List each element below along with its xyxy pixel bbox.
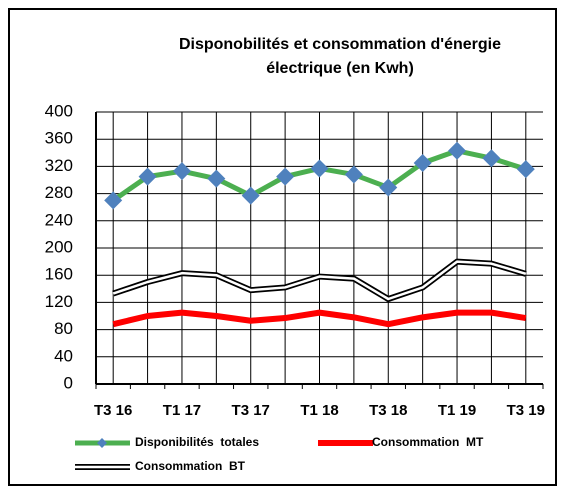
legend-label: Consommation BT bbox=[135, 459, 246, 473]
x-tick-label: T3 17 bbox=[232, 402, 270, 419]
x-tick-label: T1 17 bbox=[163, 402, 201, 419]
y-tick-label: 400 bbox=[45, 101, 73, 120]
marker bbox=[138, 167, 157, 186]
y-tick-label: 120 bbox=[45, 292, 73, 311]
y-tick-label: 0 bbox=[64, 373, 73, 392]
x-tick-label: T1 18 bbox=[300, 402, 338, 419]
chart-frame bbox=[8, 8, 557, 486]
chart-title: électrique (en Kwh) bbox=[266, 60, 414, 77]
marker bbox=[482, 149, 501, 168]
y-tick-label: 320 bbox=[45, 156, 73, 175]
marker bbox=[104, 191, 123, 210]
x-tick-label: T3 16 bbox=[94, 402, 132, 419]
x-tick-label: T3 19 bbox=[507, 402, 545, 419]
marker bbox=[379, 178, 398, 197]
y-tick-label: 80 bbox=[54, 319, 73, 338]
x-tick-label: T3 18 bbox=[369, 402, 407, 419]
y-tick-label: 40 bbox=[54, 346, 73, 365]
marker bbox=[207, 169, 226, 188]
series-line bbox=[112, 260, 527, 301]
legend-marker bbox=[97, 438, 107, 448]
marker bbox=[344, 165, 363, 184]
x-tick-label: T1 19 bbox=[438, 402, 476, 419]
chart-title: Disponobilités et consommation d'énergie bbox=[179, 36, 501, 53]
y-tick-label: 160 bbox=[45, 265, 73, 284]
marker bbox=[241, 186, 260, 205]
marker bbox=[310, 159, 329, 178]
y-tick-label: 200 bbox=[45, 237, 73, 256]
marker bbox=[448, 141, 467, 160]
marker bbox=[516, 160, 535, 179]
legend-label: Disponibilités totales bbox=[135, 435, 259, 449]
y-tick-label: 360 bbox=[45, 129, 73, 148]
marker bbox=[276, 167, 295, 186]
y-tick-label: 240 bbox=[45, 210, 73, 229]
marker bbox=[172, 162, 191, 181]
marker bbox=[413, 154, 432, 172]
y-tick-label: 280 bbox=[45, 183, 73, 202]
legend-label: Consommation MT bbox=[372, 435, 484, 449]
series-line bbox=[112, 309, 527, 328]
